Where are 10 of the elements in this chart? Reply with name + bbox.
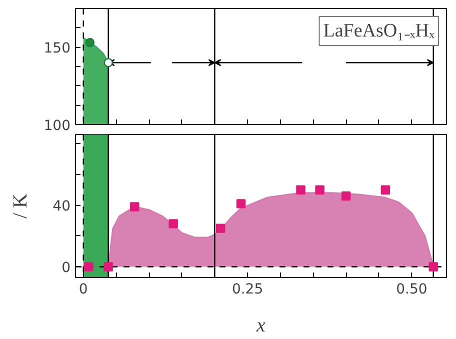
- x-tick-label: 0.25: [232, 282, 264, 298]
- y-tick-label: 0: [62, 260, 71, 276]
- y-tick-label: 100: [44, 118, 71, 134]
- y-axis-title: / K: [10, 192, 32, 218]
- y-tick-label: 150: [44, 40, 71, 57]
- x-tick-label: 0: [78, 282, 88, 298]
- annotation: LaFeAsO₁₋ₓHₓ: [323, 20, 435, 42]
- y-tick-label: 40: [52, 198, 71, 215]
- x-axis-title: x: [256, 314, 266, 336]
- x-tick-label: 0.50: [396, 282, 428, 298]
